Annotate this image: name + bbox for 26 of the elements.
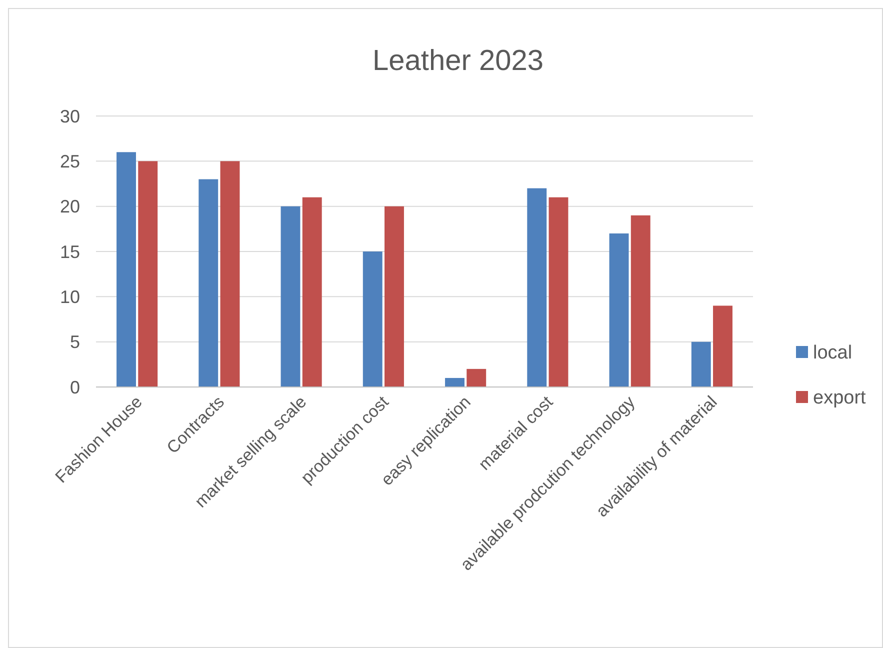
y-tick-label: 0 — [70, 377, 80, 398]
bar — [280, 206, 300, 387]
bar — [630, 215, 650, 387]
y-tick-label: 20 — [60, 196, 80, 217]
bar — [548, 197, 568, 387]
bar — [527, 188, 547, 387]
bar — [384, 206, 404, 387]
bar — [362, 252, 382, 387]
bar — [445, 378, 464, 387]
bar — [302, 197, 322, 387]
y-tick-label: 30 — [60, 106, 80, 126]
legend-label: local — [813, 342, 852, 364]
y-tick-label: 10 — [60, 286, 80, 307]
bar — [466, 368, 486, 387]
bar — [713, 306, 732, 387]
y-tick-label: 15 — [60, 242, 80, 262]
legend-label: export — [813, 388, 867, 409]
bar — [138, 161, 158, 387]
bar — [116, 152, 136, 387]
bar — [609, 233, 629, 387]
bar — [198, 179, 218, 387]
bar — [691, 342, 711, 387]
y-tick-label: 25 — [60, 151, 80, 172]
y-tick-label: 5 — [70, 332, 80, 352]
bar — [220, 161, 240, 387]
chart-title: Leather 2023 — [372, 45, 544, 77]
